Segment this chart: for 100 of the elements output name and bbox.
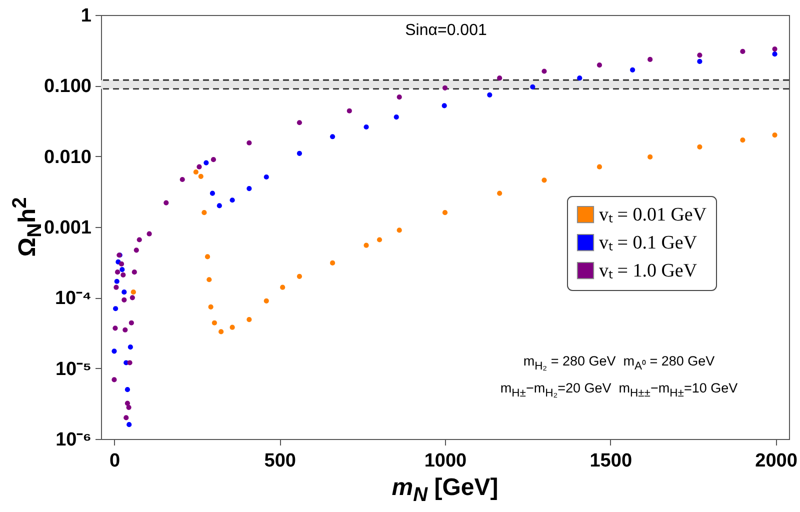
point <box>198 174 204 179</box>
x-axis-title: m$_{N}$ [GeV] <box>392 474 498 507</box>
point <box>394 114 399 120</box>
point <box>697 58 702 64</box>
point <box>210 157 216 162</box>
text: m$_{H±}$−m$_{H₂}$=20 GeV m$_{H±±}$−m$_{H±}$=10 GeV <box>500 380 738 400</box>
point <box>246 140 252 146</box>
point <box>396 94 402 100</box>
point <box>442 85 448 90</box>
point <box>124 415 129 420</box>
point <box>122 290 127 295</box>
point <box>264 298 269 304</box>
point <box>120 272 126 278</box>
x-tick-label: 2000 <box>755 450 798 472</box>
point <box>134 248 139 253</box>
point <box>126 404 132 410</box>
point <box>246 186 252 192</box>
point <box>364 242 369 248</box>
y-tick-label: 0.010 <box>44 146 92 168</box>
point <box>204 254 210 260</box>
point <box>542 178 547 183</box>
point <box>364 124 369 130</box>
y-tick-label: 0.100 <box>44 76 92 98</box>
point <box>180 176 185 182</box>
y-tick-label: 10⁻⁵ <box>55 358 92 380</box>
point <box>202 210 207 216</box>
point <box>296 150 302 156</box>
point <box>114 284 119 290</box>
legend-label: vₜ = 0.1 GeV <box>599 232 698 254</box>
point <box>164 200 169 206</box>
annotation: Sinα=0.001 <box>405 22 487 40</box>
point <box>112 348 117 354</box>
point <box>127 360 132 366</box>
legend-label: vₜ = 1.0 GeV <box>599 260 698 282</box>
point <box>697 52 702 58</box>
point <box>497 190 502 196</box>
point <box>230 324 235 330</box>
point <box>204 160 209 166</box>
point <box>442 103 447 108</box>
point <box>330 134 336 140</box>
point <box>216 203 222 208</box>
annotation: m$_{H₂}$ = 280 GeV m$_{A⁰}$ = 280 GeV <box>523 354 715 372</box>
point <box>296 274 302 279</box>
point <box>218 329 224 334</box>
point <box>114 278 120 284</box>
y-tick-label: 10⁻⁶ <box>56 430 92 450</box>
point <box>497 76 502 81</box>
point <box>648 154 653 160</box>
x-tick-label: 0 <box>109 450 120 472</box>
point <box>772 52 778 57</box>
point <box>136 237 142 242</box>
point <box>442 210 448 216</box>
point <box>648 56 653 62</box>
y-tick-label: 1 <box>80 6 92 26</box>
point <box>542 68 547 74</box>
point <box>596 62 602 68</box>
point <box>118 261 124 266</box>
point <box>396 228 402 233</box>
point <box>114 270 120 275</box>
point <box>206 277 212 282</box>
point <box>772 132 778 138</box>
point <box>212 320 218 326</box>
x-tick-label: 500 <box>264 450 296 472</box>
point <box>122 297 127 302</box>
point <box>596 164 602 170</box>
x-tick-label: 1500 <box>590 450 632 472</box>
point <box>210 190 216 196</box>
point <box>193 169 198 175</box>
legend-label: vₜ = 0.01 GeV <box>599 204 707 226</box>
point <box>330 260 336 266</box>
point <box>124 387 130 392</box>
point <box>697 144 702 150</box>
point <box>280 284 286 290</box>
point <box>126 422 132 428</box>
point <box>132 270 137 275</box>
point <box>112 377 117 382</box>
point <box>128 320 134 326</box>
point <box>120 267 125 272</box>
point <box>113 306 118 312</box>
point <box>630 67 636 72</box>
y-tick-label: 10⁻⁴ <box>54 288 92 310</box>
point <box>196 164 202 170</box>
point <box>740 138 746 143</box>
point <box>487 92 492 98</box>
point <box>346 108 352 114</box>
point <box>122 327 128 332</box>
point <box>112 326 118 331</box>
point <box>124 400 130 406</box>
point <box>740 48 746 54</box>
y-tick-label: 0.001 <box>44 218 92 238</box>
x-tick-label: 1000 <box>424 450 467 472</box>
point <box>264 174 269 180</box>
point <box>146 231 152 236</box>
point <box>376 237 382 242</box>
point <box>130 290 136 295</box>
point <box>296 120 302 126</box>
point <box>246 317 252 322</box>
point <box>128 344 133 350</box>
point <box>772 46 778 52</box>
point <box>577 76 582 81</box>
